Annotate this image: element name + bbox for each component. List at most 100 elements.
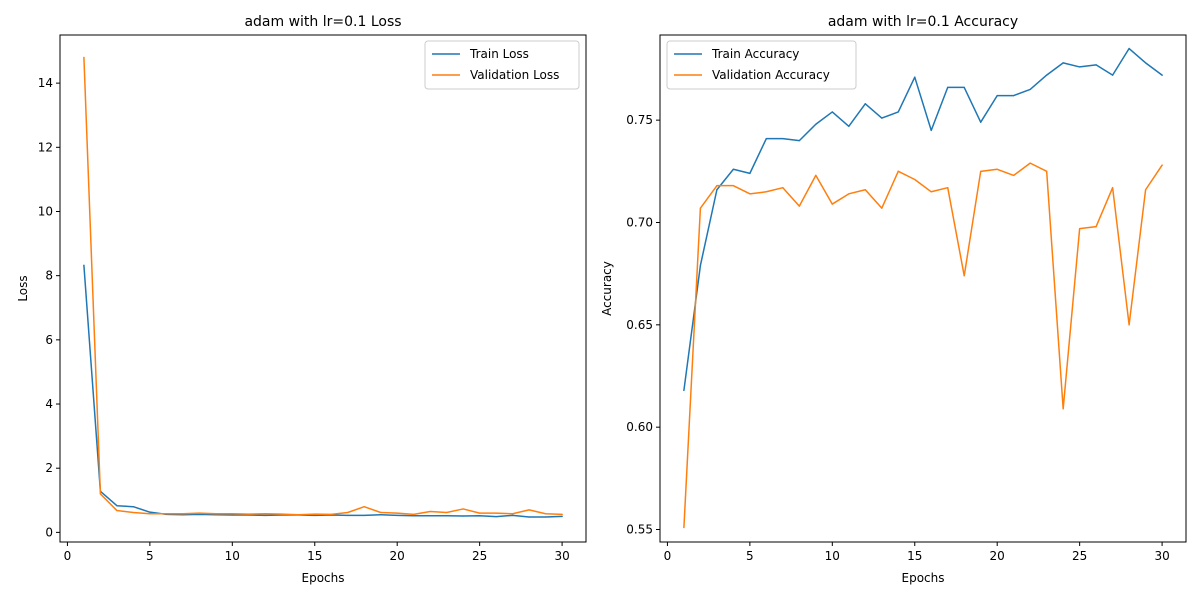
data-point — [848, 193, 850, 195]
x-tick-label: 15 — [907, 549, 922, 563]
legend: Train Loss Validation Loss — [424, 40, 580, 90]
data-point — [264, 513, 266, 515]
data-point — [897, 170, 899, 172]
data-point — [347, 514, 349, 516]
data-point — [947, 187, 949, 189]
x-tick-label: 0 — [64, 549, 72, 563]
x-tick-label: 10 — [225, 549, 240, 563]
y-tick-label: 4 — [45, 397, 53, 411]
data-point — [798, 140, 800, 142]
data-point — [881, 207, 883, 209]
series-line-validation-loss — [83, 56, 563, 516]
data-point — [116, 505, 118, 507]
data-point — [864, 189, 866, 191]
data-point — [495, 516, 497, 518]
x-tick-label: 25 — [472, 549, 487, 563]
x-tick-label: 5 — [746, 549, 754, 563]
y-tick-label: 0 — [45, 525, 53, 539]
data-point — [831, 111, 833, 113]
data-point — [545, 516, 547, 518]
data-point — [446, 515, 448, 517]
data-point — [1013, 94, 1015, 97]
data-point — [363, 514, 365, 516]
data-point — [297, 514, 299, 516]
data-point — [914, 76, 916, 78]
legend-label: Validation Loss — [470, 68, 559, 82]
data-point — [281, 513, 283, 515]
data-point — [413, 515, 415, 517]
x-tick-label: 30 — [554, 549, 569, 563]
y-tick-label: 10 — [38, 204, 53, 218]
data-point — [479, 515, 481, 517]
legend-box — [424, 40, 580, 90]
data-point — [1013, 174, 1015, 177]
data-point — [363, 506, 365, 508]
x-tick-label: 10 — [825, 549, 840, 563]
data-point — [132, 511, 134, 514]
series-points-train-loss — [83, 264, 563, 518]
data-point — [1062, 408, 1064, 410]
data-point — [963, 275, 965, 277]
x-axis-label: Epochs — [902, 571, 945, 585]
y-tick-label: 0.75 — [626, 113, 653, 127]
data-point — [462, 515, 464, 517]
data-point — [1095, 225, 1097, 228]
series-line-train-accuracy — [683, 47, 1163, 392]
data-point — [782, 137, 784, 140]
data-point — [462, 508, 464, 510]
data-point — [495, 512, 497, 514]
data-point — [215, 513, 217, 515]
x-tick-label: 20 — [390, 549, 405, 563]
data-point — [930, 191, 932, 193]
data-point — [165, 513, 167, 515]
data-point — [314, 514, 316, 516]
data-point — [683, 526, 685, 529]
data-point — [699, 264, 702, 267]
y-tick-label: 14 — [38, 76, 53, 90]
data-point — [1112, 187, 1114, 189]
data-point — [429, 515, 431, 517]
x-tick-label: 15 — [307, 549, 322, 563]
data-point — [1062, 62, 1064, 64]
data-point — [996, 94, 998, 97]
x-tick-label: 20 — [990, 549, 1005, 563]
data-point — [198, 513, 200, 516]
data-point — [782, 187, 784, 189]
series-points-train-accuracy — [683, 47, 1163, 391]
data-point — [815, 123, 817, 125]
data-point — [330, 513, 332, 516]
chart-1: 0 5 10 15 20 25 30 0 2 4 6 8 10 12 14 adam with lr=0.1 … — [16, 14, 587, 585]
axes-frame — [59, 34, 587, 543]
series-line-validation-accuracy — [683, 162, 1163, 529]
data-point — [83, 264, 85, 266]
data-point — [512, 514, 514, 516]
data-point — [683, 389, 685, 391]
data-point — [83, 56, 85, 59]
x-axis-label: Epochs — [302, 571, 345, 585]
data-point — [1128, 47, 1130, 50]
data-point — [864, 103, 866, 105]
data-point — [380, 511, 382, 514]
y-tick-label: 0.70 — [626, 215, 653, 229]
data-point — [765, 191, 767, 193]
data-point — [1046, 170, 1048, 172]
data-point — [413, 513, 415, 516]
data-point — [149, 513, 151, 515]
data-point — [980, 121, 982, 123]
data-point — [149, 511, 151, 513]
x-tick-label: 5 — [146, 549, 154, 563]
data-point — [132, 506, 134, 508]
data-point — [116, 509, 118, 512]
data-point — [99, 493, 101, 495]
data-point — [231, 514, 233, 516]
y-axis-label: Accuracy — [600, 261, 614, 316]
data-point — [512, 513, 514, 515]
legend-label: Train Accuracy — [711, 47, 799, 61]
data-point — [182, 513, 184, 515]
y-tick-label: 0.60 — [626, 420, 653, 434]
data-point — [380, 514, 382, 516]
data-point — [798, 205, 800, 207]
series-points-validation-accuracy — [683, 162, 1163, 529]
x-tick-label: 0 — [664, 549, 672, 563]
